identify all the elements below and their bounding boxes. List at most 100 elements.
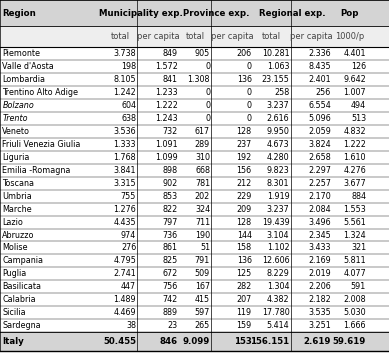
Text: 672: 672 [163, 269, 178, 278]
Text: 604: 604 [121, 101, 136, 110]
Text: 10.281: 10.281 [262, 50, 289, 59]
Bar [0, 267, 389, 280]
Text: 3.535: 3.535 [308, 308, 331, 317]
Text: total: total [262, 32, 281, 41]
Text: 119: 119 [237, 308, 252, 317]
Text: 1000/p: 1000/p [335, 32, 364, 41]
Text: 846: 846 [159, 337, 178, 346]
Text: Lombardia: Lombardia [2, 75, 46, 84]
Bar [0, 190, 389, 203]
Text: Municipality exp.: Municipality exp. [99, 9, 183, 17]
Text: 791: 791 [195, 256, 210, 265]
Bar [0, 125, 389, 138]
Text: 9.823: 9.823 [267, 166, 289, 175]
Text: 125: 125 [237, 269, 252, 278]
Text: 209: 209 [237, 205, 252, 213]
Text: 2.616: 2.616 [267, 114, 289, 123]
Text: 0: 0 [247, 62, 252, 71]
Text: Friuli Venezia Giulia: Friuli Venezia Giulia [2, 140, 81, 149]
Text: 158: 158 [237, 243, 252, 252]
Text: Emilia -Romagna: Emilia -Romagna [2, 166, 71, 175]
Text: 212: 212 [237, 179, 252, 188]
Text: 742: 742 [163, 295, 178, 304]
Text: 825: 825 [163, 256, 178, 265]
Bar [0, 280, 389, 293]
Bar [0, 138, 389, 151]
Text: Valle d'Aosta: Valle d'Aosta [2, 62, 54, 71]
Text: 2.401: 2.401 [308, 75, 331, 84]
Bar [0, 241, 389, 255]
Text: 38: 38 [126, 321, 136, 330]
Text: 756: 756 [163, 282, 178, 291]
Text: Piemonte: Piemonte [2, 50, 40, 59]
Text: Sardegna: Sardegna [2, 321, 41, 330]
Text: 4.401: 4.401 [343, 50, 366, 59]
Text: 1.222: 1.222 [155, 101, 178, 110]
Text: 2.170: 2.170 [308, 192, 331, 201]
Text: Trento: Trento [2, 114, 28, 123]
Bar [0, 319, 389, 332]
Bar [0, 26, 389, 47]
Text: per capita: per capita [137, 32, 179, 41]
Text: total: total [186, 32, 205, 41]
Text: 12.606: 12.606 [262, 256, 289, 265]
Text: 1.666: 1.666 [343, 321, 366, 330]
Text: 8.435: 8.435 [308, 62, 331, 71]
Text: 192: 192 [237, 153, 252, 162]
Bar [0, 228, 389, 241]
Text: 8.229: 8.229 [266, 269, 289, 278]
Text: 1.102: 1.102 [267, 243, 289, 252]
Text: 4.832: 4.832 [343, 127, 366, 136]
Text: 4.077: 4.077 [343, 269, 366, 278]
Text: 1.091: 1.091 [155, 140, 178, 149]
Text: 415: 415 [195, 295, 210, 304]
Bar [0, 99, 389, 112]
Text: 167: 167 [195, 282, 210, 291]
Bar [0, 60, 389, 73]
Text: 905: 905 [195, 50, 210, 59]
Bar [0, 203, 389, 216]
Text: 153: 153 [234, 337, 252, 346]
Text: 207: 207 [237, 295, 252, 304]
Text: 3.496: 3.496 [308, 217, 331, 227]
Text: 156.151: 156.151 [250, 337, 289, 346]
Text: 0: 0 [205, 101, 210, 110]
Text: Regional exp.: Regional exp. [259, 9, 326, 17]
Bar [0, 164, 389, 177]
Text: 1.610: 1.610 [343, 153, 366, 162]
Text: 0: 0 [247, 101, 252, 110]
Text: 736: 736 [163, 231, 178, 240]
Text: Liguria: Liguria [2, 153, 30, 162]
Text: 156: 156 [237, 166, 252, 175]
Text: 202: 202 [195, 192, 210, 201]
Text: 3.237: 3.237 [267, 205, 289, 213]
Text: 732: 732 [163, 127, 178, 136]
Bar [0, 73, 389, 86]
Text: Calabria: Calabria [2, 295, 36, 304]
Text: 3.104: 3.104 [267, 231, 289, 240]
Text: 1.324: 1.324 [343, 231, 366, 240]
Text: 884: 884 [351, 192, 366, 201]
Text: per capita: per capita [290, 32, 333, 41]
Text: 229: 229 [236, 192, 252, 201]
Text: 2.182: 2.182 [308, 295, 331, 304]
Text: 9.642: 9.642 [343, 75, 366, 84]
Text: 0: 0 [205, 114, 210, 123]
Text: 3.536: 3.536 [114, 127, 136, 136]
Text: 3.841: 3.841 [114, 166, 136, 175]
Text: 889: 889 [163, 308, 178, 317]
Bar [0, 0, 389, 26]
Text: Region: Region [3, 9, 37, 17]
Text: 1.489: 1.489 [114, 295, 136, 304]
Text: 23: 23 [168, 321, 178, 330]
Text: 4.382: 4.382 [267, 295, 289, 304]
Text: 841: 841 [163, 75, 178, 84]
Bar [0, 86, 389, 99]
Text: Sicilia: Sicilia [2, 308, 26, 317]
Text: 513: 513 [351, 114, 366, 123]
Bar [0, 151, 389, 164]
Text: 289: 289 [195, 140, 210, 149]
Text: 1.242: 1.242 [114, 88, 136, 97]
Text: 237: 237 [237, 140, 252, 149]
Text: 2.345: 2.345 [308, 231, 331, 240]
